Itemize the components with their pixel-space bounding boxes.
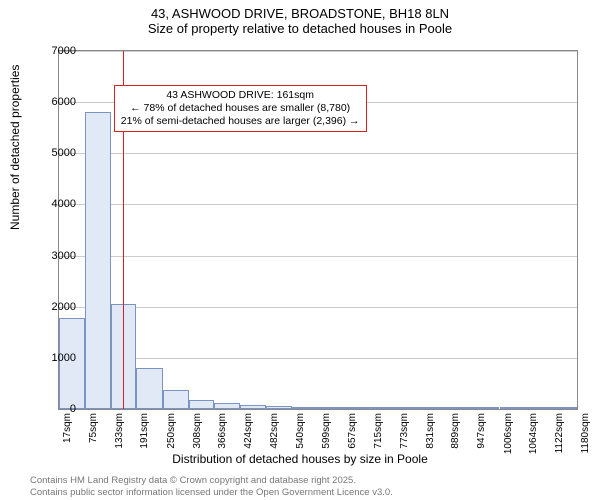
x-tick-label: 250sqm — [166, 413, 168, 449]
histogram-bar — [422, 407, 448, 409]
annotation-line3: 21% of semi-detached houses are larger (… — [121, 115, 360, 128]
x-tick-label: 75sqm — [88, 413, 90, 443]
histogram-bar — [240, 405, 266, 409]
x-tick-label: 191sqm — [139, 413, 141, 449]
x-axis-label: Distribution of detached houses by size … — [0, 452, 600, 466]
histogram-bar — [473, 407, 499, 409]
histogram-bar — [551, 407, 577, 409]
x-tick-label: 715sqm — [373, 413, 375, 449]
x-tick-label: 133sqm — [114, 413, 116, 449]
y-tick-label: 1000 — [36, 352, 76, 364]
gridline — [59, 358, 577, 359]
histogram-bar — [136, 368, 162, 409]
histogram-bar — [85, 112, 111, 409]
y-tick-label: 2000 — [36, 301, 76, 313]
annotation-box: 43 ASHWOOD DRIVE: 161sqm← 78% of detache… — [114, 85, 367, 132]
y-tick-label: 0 — [36, 403, 76, 415]
x-tick-label: 17sqm — [62, 413, 64, 443]
y-tick-label: 7000 — [36, 45, 76, 57]
x-tick-label: 540sqm — [295, 413, 297, 449]
histogram-bar — [370, 407, 396, 409]
x-tick-label: 482sqm — [269, 413, 271, 449]
histogram-bar — [396, 407, 422, 409]
footer-line2: Contains public sector information licen… — [30, 487, 393, 498]
x-tick-label: 1006sqm — [503, 413, 505, 454]
gridline — [59, 51, 577, 52]
annotation-line1: 43 ASHWOOD DRIVE: 161sqm — [121, 89, 360, 102]
x-tick-label: 366sqm — [217, 413, 219, 449]
title-line2: Size of property relative to detached ho… — [0, 21, 600, 36]
gridline — [59, 153, 577, 154]
gridline — [59, 204, 577, 205]
histogram-bar — [525, 407, 551, 409]
x-tick-label: 308sqm — [192, 413, 194, 449]
histogram-bar — [500, 407, 526, 409]
plot-area: 43 ASHWOOD DRIVE: 161sqm← 78% of detache… — [58, 50, 578, 410]
footer-line1: Contains HM Land Registry data © Crown c… — [30, 475, 393, 486]
y-tick-label: 5000 — [36, 147, 76, 159]
gridline — [59, 256, 577, 257]
histogram-bar — [163, 390, 189, 409]
title-line1: 43, ASHWOOD DRIVE, BROADSTONE, BH18 8LN — [0, 6, 600, 21]
x-tick-label: 1064sqm — [528, 413, 530, 454]
x-tick-label: 831sqm — [425, 413, 427, 449]
x-tick-label: 1180sqm — [580, 413, 582, 453]
annotation-line2: ← 78% of detached houses are smaller (8,… — [121, 102, 360, 115]
chart-container: 43, ASHWOOD DRIVE, BROADSTONE, BH18 8LN … — [0, 0, 600, 500]
y-axis-label: Number of detached properties — [8, 65, 22, 230]
title-block: 43, ASHWOOD DRIVE, BROADSTONE, BH18 8LN … — [0, 0, 600, 36]
footer: Contains HM Land Registry data © Crown c… — [30, 475, 393, 498]
x-tick-label: 947sqm — [476, 413, 478, 449]
x-tick-label: 773sqm — [399, 413, 401, 449]
histogram-bar — [447, 407, 473, 409]
x-tick-label: 424sqm — [243, 413, 245, 449]
y-tick-label: 4000 — [36, 198, 76, 210]
gridline — [59, 307, 577, 308]
y-tick-label: 6000 — [36, 96, 76, 108]
x-tick-label: 1122sqm — [554, 413, 556, 453]
histogram-bar — [214, 403, 240, 409]
histogram-bar — [292, 407, 318, 409]
y-tick-label: 3000 — [36, 250, 76, 262]
histogram-bar — [318, 407, 344, 409]
x-tick-label: 599sqm — [321, 413, 323, 449]
histogram-bar — [266, 406, 292, 409]
histogram-bar — [344, 407, 370, 409]
x-tick-label: 657sqm — [347, 413, 349, 449]
histogram-bar — [189, 400, 215, 409]
x-tick-label: 889sqm — [450, 413, 452, 449]
